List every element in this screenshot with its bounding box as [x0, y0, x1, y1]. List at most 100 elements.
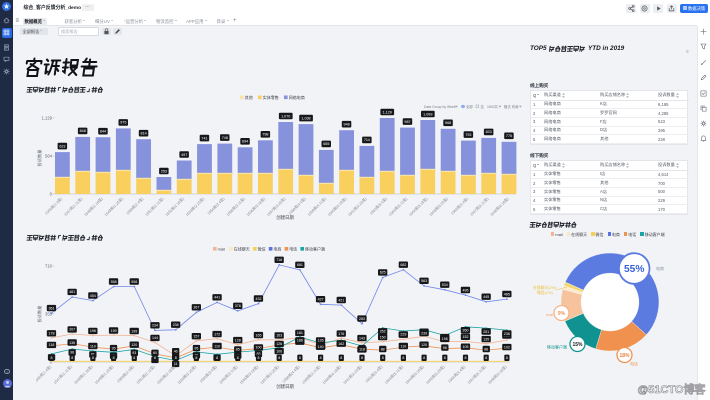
- svg-text:1567周(6.11至): 1567周(6.11至): [466, 364, 487, 385]
- svg-text:1560周(4.18至): 1560周(4.18至): [326, 196, 347, 217]
- svg-text:126: 126: [276, 342, 282, 346]
- svg-text:1552周(2.18至): 1552周(2.18至): [155, 364, 176, 385]
- svg-text:110: 110: [401, 344, 407, 348]
- svg-text:8: 8: [237, 356, 239, 360]
- svg-text:844: 844: [100, 130, 106, 134]
- svg-text:1551周(2.11至): 1551周(2.11至): [144, 196, 165, 217]
- svg-text:95: 95: [112, 346, 116, 350]
- svg-text:1563周(5.11至): 1563周(5.11至): [387, 196, 408, 217]
- svg-text:在线聊天(2%): 在线聊天(2%): [533, 285, 557, 290]
- svg-text:15%: 15%: [572, 342, 583, 348]
- svg-text:355: 355: [45, 312, 53, 317]
- svg-text:8: 8: [71, 356, 73, 360]
- svg-text:157: 157: [193, 335, 199, 339]
- svg-text:1564周(5.18至): 1564周(5.18至): [404, 364, 425, 385]
- svg-text:全部: 全部: [466, 104, 473, 109]
- svg-text:361: 361: [49, 306, 55, 310]
- svg-text:105: 105: [463, 345, 469, 349]
- svg-text:1547周(1.11至): 1547周(1.11至): [63, 196, 84, 217]
- svg-text:1550周(2.4至): 1550周(2.4至): [116, 364, 136, 384]
- svg-text:移动客户端: 移动客户端: [547, 344, 567, 350]
- svg-text:1555周(3.11至): 1555周(3.11至): [218, 364, 239, 385]
- svg-text:1560周(4.18至): 1560周(4.18至): [321, 364, 342, 385]
- svg-text:投诉数量: 投诉数量: [36, 306, 43, 323]
- svg-text:85: 85: [257, 352, 261, 356]
- svg-text:253: 253: [161, 169, 167, 173]
- svg-text:1551周(2.11至): 1551周(2.11至): [135, 364, 156, 385]
- svg-text:848: 848: [80, 129, 86, 133]
- svg-text:8: 8: [340, 356, 342, 360]
- svg-text:465: 465: [504, 292, 510, 296]
- svg-text:1563周(5.11至): 1563周(5.11至): [383, 364, 404, 385]
- svg-text:454: 454: [90, 294, 96, 298]
- svg-text:电商: 电商: [656, 265, 664, 271]
- svg-text:创建日期: 创建日期: [276, 214, 294, 221]
- svg-text:196: 196: [90, 329, 96, 333]
- svg-text:8: 8: [258, 356, 260, 360]
- svg-text:775: 775: [506, 134, 512, 138]
- svg-text:1549周(1.25至): 1549周(1.25至): [93, 364, 114, 385]
- svg-text:118: 118: [359, 348, 365, 352]
- svg-text:1553周(2.25至): 1553周(2.25至): [176, 364, 197, 385]
- svg-text:140: 140: [318, 345, 324, 349]
- svg-text:格式 布局: 格式 布局: [504, 104, 519, 109]
- svg-text:1562周(5.4至): 1562周(5.4至): [364, 364, 384, 384]
- svg-text:718: 718: [276, 258, 282, 262]
- svg-text:207: 207: [69, 328, 75, 332]
- svg-text:1,099: 1,099: [423, 112, 432, 116]
- svg-text:8: 8: [444, 356, 446, 360]
- svg-text:1548周(1.18至): 1548周(1.18至): [83, 196, 104, 217]
- svg-text:1548周(1.18至): 1548周(1.18至): [73, 364, 94, 385]
- svg-text:694: 694: [242, 140, 248, 144]
- svg-text:710: 710: [45, 264, 53, 269]
- svg-text:1566周(6.4至): 1566周(6.4至): [450, 196, 470, 216]
- svg-text:481: 481: [69, 290, 75, 294]
- svg-text:1557周(3.25至): 1557周(3.25至): [259, 364, 280, 385]
- svg-text:421: 421: [338, 298, 344, 302]
- svg-text:1,129: 1,129: [42, 116, 53, 121]
- svg-text:128: 128: [235, 338, 241, 342]
- svg-text:投诉数量: 投诉数量: [36, 150, 43, 167]
- svg-text:1550周(2.4至): 1550周(2.4至): [125, 196, 145, 216]
- svg-text:1559周(4.11至): 1559周(4.11至): [306, 196, 327, 217]
- svg-text:975: 975: [120, 121, 126, 125]
- svg-text:163: 163: [276, 334, 282, 338]
- svg-text:623: 623: [59, 144, 65, 148]
- svg-text:714: 714: [364, 138, 370, 142]
- svg-text:178: 178: [49, 332, 55, 336]
- svg-text:其他: 其他: [245, 95, 253, 100]
- svg-text:1554周(3.4至): 1554周(3.4至): [206, 196, 226, 216]
- svg-text:8: 8: [133, 356, 135, 360]
- svg-text:120: 120: [131, 343, 137, 347]
- svg-text:378: 378: [235, 304, 241, 308]
- svg-text:0: 0: [50, 192, 53, 197]
- svg-text:8: 8: [506, 356, 508, 360]
- svg-text:8: 8: [361, 356, 363, 360]
- svg-text:8: 8: [320, 356, 322, 360]
- svg-text:创建日期: 创建日期: [276, 383, 294, 390]
- svg-text:239: 239: [421, 331, 427, 335]
- svg-text:46: 46: [174, 350, 178, 354]
- svg-text:移动客户端: 移动客户端: [305, 246, 325, 251]
- svg-text:在线聊天: 在线聊天: [234, 246, 250, 251]
- svg-text:电话: 电话: [630, 361, 638, 367]
- svg-text:1802共: 1802共: [487, 104, 499, 109]
- svg-text:229: 229: [400, 333, 406, 337]
- svg-text:1568周(6.18至): 1568周(6.18至): [489, 196, 510, 217]
- svg-text:18%: 18%: [619, 353, 630, 359]
- svg-text:100: 100: [256, 346, 262, 350]
- svg-text:迄: 迄: [481, 104, 485, 109]
- svg-text:136: 136: [69, 341, 75, 345]
- svg-text:441: 441: [214, 296, 220, 300]
- svg-text:165: 165: [256, 333, 262, 337]
- svg-text:150: 150: [380, 335, 386, 339]
- svg-text:1546周(1.4至): 1546周(1.4至): [44, 196, 64, 216]
- svg-text:118: 118: [49, 343, 55, 347]
- svg-text:144: 144: [152, 336, 158, 340]
- svg-text:195: 195: [131, 329, 137, 333]
- svg-text:135: 135: [483, 337, 489, 341]
- svg-text:60: 60: [153, 351, 157, 355]
- svg-text:11: 11: [174, 362, 178, 366]
- svg-text:55%: 55%: [624, 264, 644, 275]
- svg-text:564: 564: [45, 154, 53, 159]
